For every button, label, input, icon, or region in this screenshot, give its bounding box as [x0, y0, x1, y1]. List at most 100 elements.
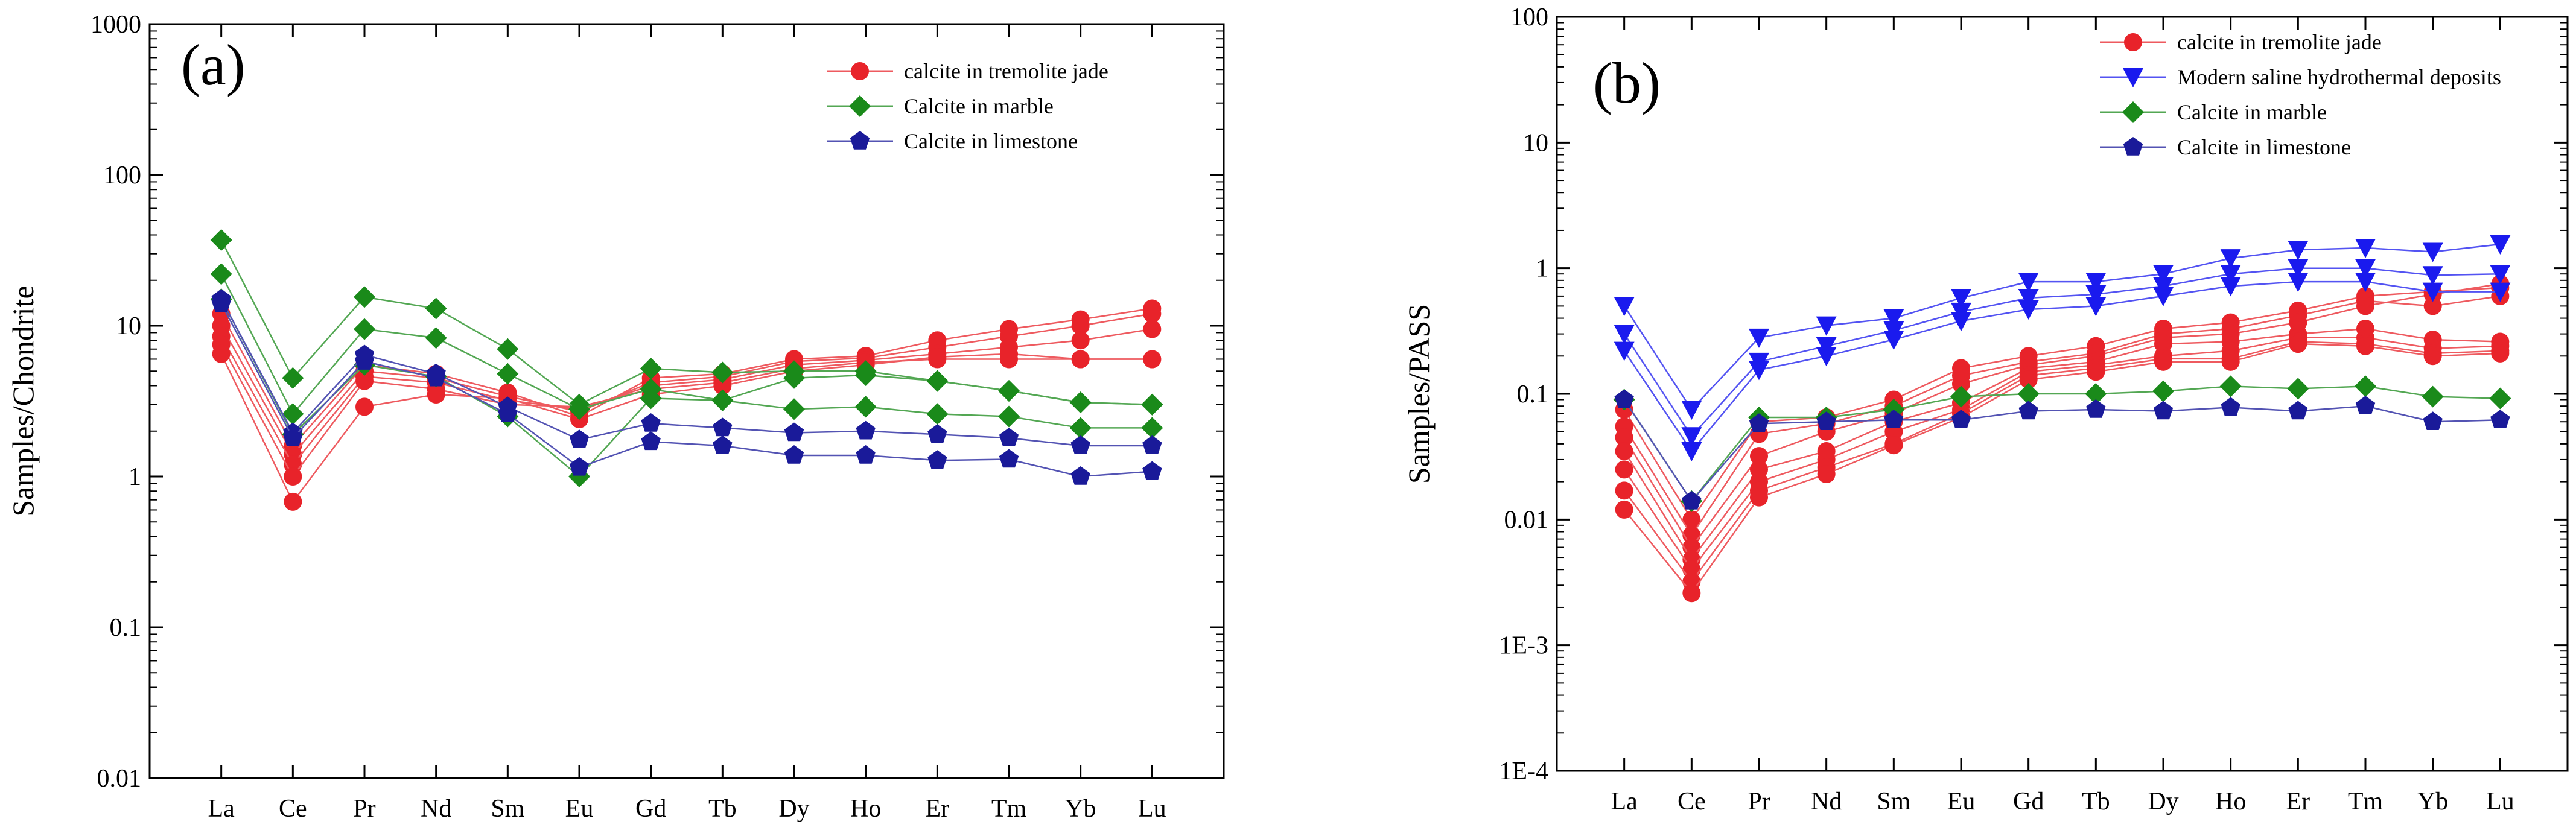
x-tick-label: Tm: [2348, 788, 2384, 815]
data-point: [2490, 235, 2511, 255]
series-calcite-in-marble: [1613, 375, 2511, 512]
x-tick-label: Dy: [778, 795, 809, 823]
data-point: [2085, 383, 2107, 405]
data-point: [1141, 417, 1163, 439]
series-line: [1623, 385, 2501, 503]
y-tick-label: 0.01: [97, 765, 142, 793]
data-point: [354, 318, 375, 340]
data-point: [784, 422, 804, 442]
data-point: [2085, 285, 2107, 305]
data-point: [1750, 447, 1768, 466]
data-point: [854, 396, 877, 418]
data-point: [1615, 460, 1633, 479]
data-point: [1883, 309, 1904, 329]
x-tick-label: Er: [2286, 788, 2310, 815]
data-point: [1884, 436, 1903, 455]
data-point: [1884, 410, 1904, 428]
data-point: [2490, 410, 2510, 428]
series-calcite-in-marble: [210, 263, 1163, 439]
data-point: [284, 492, 302, 511]
data-point: [999, 428, 1019, 446]
data-point: [283, 428, 303, 446]
series-line: [220, 312, 1153, 456]
data-point: [355, 372, 374, 390]
data-point: [1816, 347, 1837, 367]
legend-label: Calcite in marble: [2177, 100, 2327, 124]
y-tick-label: 1: [129, 463, 141, 491]
data-point: [282, 403, 304, 425]
data-point: [2288, 401, 2308, 420]
data-point: [1816, 316, 1837, 336]
data-point: [2490, 265, 2511, 285]
y-tick-label: 0.1: [110, 614, 142, 642]
legend-marker: [2122, 101, 2144, 123]
data-point: [284, 467, 302, 486]
legend-marker: [2124, 33, 2142, 51]
data-point: [426, 367, 446, 387]
legend-label: calcite in tremolite jade: [2177, 30, 2382, 54]
series-line: [220, 299, 1153, 478]
data-point: [2355, 239, 2376, 259]
series-line: [1623, 267, 2501, 438]
series-calcite-in-tremolite-jade: [212, 320, 1162, 474]
series-calcite-in-tremolite-jade: [1615, 278, 2510, 529]
data-point: [856, 445, 876, 464]
data-point: [2490, 282, 2511, 302]
data-point: [2422, 242, 2443, 262]
data-point: [212, 344, 231, 363]
legend-label: Calcite in marble: [904, 94, 1054, 118]
legend-marker: [850, 131, 870, 150]
data-point: [1681, 442, 1702, 461]
series-line: [1623, 337, 2501, 571]
x-tick-label: La: [208, 795, 235, 823]
data-point: [569, 457, 590, 476]
x-tick-label: Tm: [991, 795, 1027, 823]
data-point: [2491, 344, 2510, 363]
x-tick-label: Eu: [565, 795, 594, 823]
data-point: [2085, 297, 2107, 317]
x-tick-label: Yb: [1065, 795, 1096, 823]
data-point: [1951, 312, 1971, 332]
data-point: [1614, 389, 1634, 408]
data-point: [1614, 297, 1635, 317]
data-point: [1816, 411, 1836, 430]
series-line: [1623, 295, 2501, 537]
data-point: [711, 389, 734, 411]
data-point: [1070, 435, 1090, 454]
y-tick-label: 100: [1510, 4, 1548, 31]
x-tick-label: Tb: [2082, 788, 2110, 815]
data-point: [2220, 277, 2241, 297]
data-point: [2289, 335, 2307, 353]
series-line: [220, 328, 1153, 466]
data-point: [784, 445, 804, 464]
data-point: [1071, 350, 1090, 369]
data-point: [2288, 259, 2309, 279]
x-tick-label: Pr: [1748, 788, 1770, 815]
data-point: [2355, 396, 2376, 414]
data-point: [2086, 399, 2106, 418]
series-calcite-in-tremolite-jade: [1615, 287, 2510, 545]
y-tick-label: 10: [1523, 129, 1548, 157]
data-point: [354, 351, 375, 370]
panel-label: (a): [181, 33, 246, 97]
data-point: [2422, 282, 2443, 302]
data-point: [1682, 490, 1702, 510]
data-point: [2153, 287, 2174, 306]
data-point: [568, 398, 590, 420]
x-tick-label: Sm: [491, 795, 524, 823]
data-point: [783, 367, 805, 389]
x-tick-label: Lu: [2486, 788, 2514, 815]
data-point: [1817, 464, 1836, 483]
data-point: [282, 367, 304, 389]
plot-frame: [148, 23, 1225, 779]
series-line: [220, 353, 1153, 504]
data-point: [2154, 352, 2172, 371]
series-line: [1623, 341, 2501, 583]
data-point: [1614, 325, 1635, 344]
legend: calcite in tremolite jade Modern saline h…: [2100, 30, 2501, 159]
series-line: [1623, 399, 2501, 502]
data-point: [1069, 391, 1092, 414]
data-point: [1141, 393, 1163, 416]
data-point: [2018, 300, 2039, 320]
data-point: [711, 361, 734, 384]
